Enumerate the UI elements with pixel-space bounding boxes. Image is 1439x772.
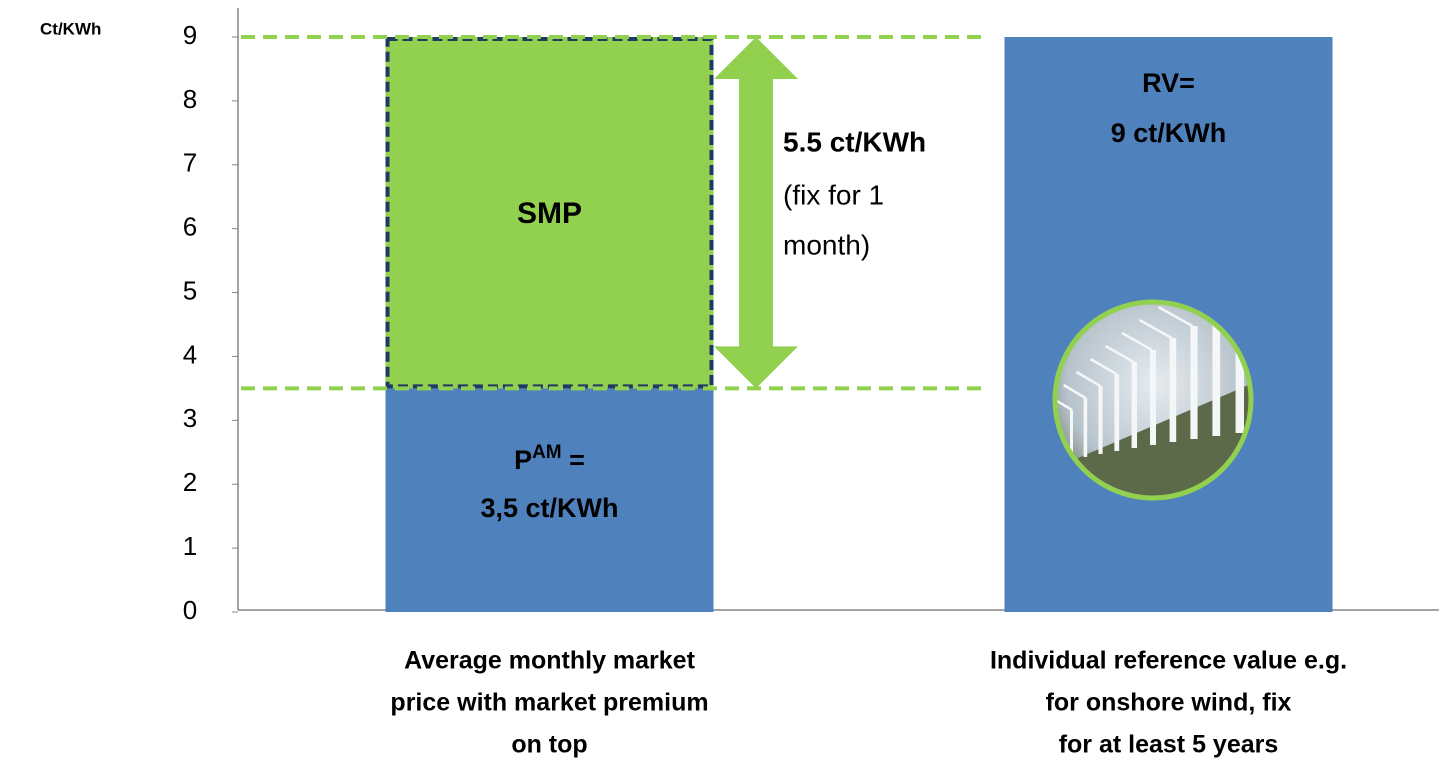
turbine-tower [1235,304,1244,433]
x-tick-label: for at least 5 years [1059,731,1279,759]
turbine-tower [1150,350,1156,445]
turbine-blade [1062,383,1087,400]
premium-note: month) [783,229,870,260]
x-tick-label: on top [511,731,587,759]
pam-part: AM [532,442,562,463]
premium-value: 5.5 ct/KWh [783,126,926,157]
picture-frame [1052,299,1254,501]
wind-picture [1057,304,1249,496]
turbine-tower [1083,398,1088,457]
turbine-tower [1098,386,1103,454]
y-tick-label: 8 [183,84,197,114]
turbine-blade [1157,305,1194,328]
turbine-tower [1070,410,1073,460]
y-tick-label: 1 [183,531,197,561]
premium-note: (fix for 1 [783,179,884,210]
y-tick-label: 5 [183,275,197,305]
bar [385,37,714,389]
smp-label: SMP [517,197,582,230]
turbine-tower [1169,338,1177,442]
x-tick-label: for onshore wind, fix [1046,689,1292,717]
turbine-blade [1104,344,1135,364]
x-tick-label: price with market premium [390,689,708,717]
turbine-blade [1138,318,1173,340]
y-tick-label: 6 [183,212,197,242]
turbine-tower [1212,314,1221,436]
y-tick-label: 9 [183,20,197,50]
x-tick-label: Average monthly market [404,647,696,675]
x-tick-label: Individual reference value e.g. [990,647,1347,675]
y-tick-label: 4 [183,339,197,369]
y-tick-label: 7 [183,148,197,178]
pam-part: P [514,445,532,475]
pam-value: 3,5 ct/KWh [480,493,618,523]
pam-part: = [562,445,585,475]
turbine-tower [1114,374,1120,451]
turbine-tower [1131,362,1137,448]
y-tick-label: 0 [183,595,197,625]
rv-value: 9 ct/KWh [1111,118,1227,148]
y-tick-label: 3 [183,403,197,433]
turbine-blade [1075,370,1102,388]
pam-label: PAM = [514,442,585,475]
rv-label: RV= [1142,68,1195,98]
y-tick-label: 2 [183,467,197,497]
y-axis-label: Ct/KWh [40,19,101,38]
turbine-blade [1089,357,1118,376]
turbine-blade [1057,396,1073,412]
turbine-blade [1121,331,1153,352]
turbine-tower [1190,326,1198,439]
premium-arrow [714,37,798,389]
bar [385,388,714,612]
